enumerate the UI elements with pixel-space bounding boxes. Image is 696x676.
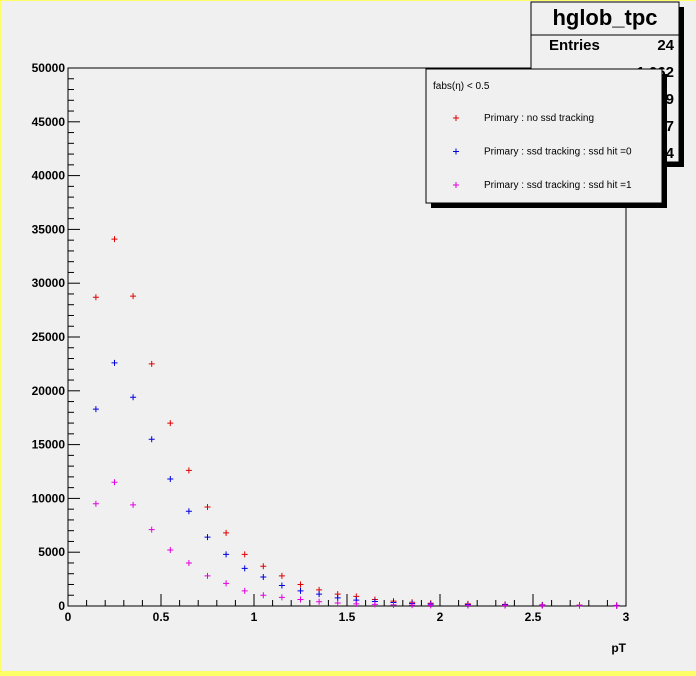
data-point [167,420,174,427]
x-tick-label: 0.5 [153,610,170,624]
data-point [297,581,304,588]
legend-marker [453,148,459,155]
data-point [371,601,378,608]
data-point [185,467,192,474]
data-point [576,602,583,609]
y-tick-label: 5000 [38,545,65,559]
y-tick-label: 30000 [32,276,66,290]
data-point [204,504,211,511]
series-3 [92,479,620,609]
data-point [223,551,230,558]
x-tick-label: 2 [437,610,444,624]
data-point [130,501,137,508]
data-point [297,596,304,603]
legend-header: fabs(η) < 0.5 [433,81,490,92]
data-point [111,479,118,486]
x-axis-title: pT [611,641,626,655]
data-point [278,572,285,579]
stats-value: 7 [666,118,674,135]
data-point [278,594,285,601]
data-point [204,534,211,541]
x-tick-label: 1.5 [339,610,356,624]
stats-value: 24 [657,37,674,54]
data-point [241,551,248,558]
legend-label: Primary : no ssd tracking [484,113,594,124]
y-tick-label: 10000 [32,491,66,505]
data-point [353,600,360,607]
x-tick-label: 3 [623,610,630,624]
data-point [297,587,304,594]
y-tick-label: 45000 [32,115,66,129]
data-point [409,602,416,609]
y-tick-label: 25000 [32,330,66,344]
legend-marker [453,115,459,121]
x-tick-label: 0 [65,610,72,624]
data-point [502,602,509,609]
y-tick-label: 50000 [32,61,66,75]
y-tick-label: 35000 [32,222,66,236]
y-tick-label: 0 [58,599,65,613]
data-point [260,573,267,580]
x-tick-labels: 0 0.5 1 1.5 2 2.5 3 [65,610,630,624]
data-point [334,594,341,601]
data-point [185,508,192,515]
x-tick-label: 1 [251,610,258,624]
data-point [260,563,267,570]
data-point [92,406,99,413]
data-point [260,592,267,599]
data-points [92,236,620,609]
axis-ticks [67,67,627,607]
legend-label: Primary : ssd tracking : ssd hit =1 [484,180,632,191]
data-point [278,582,285,589]
legend: fabs(η) < 0.5 Primary : no ssd trackingP… [425,68,667,208]
data-point [92,500,99,507]
data-point [316,598,323,605]
stats-label: Entries [549,37,600,54]
data-point [241,565,248,572]
data-point [223,529,230,536]
data-point [167,476,174,483]
y-tick-label: 15000 [32,438,66,452]
y-tick-label: 20000 [32,384,66,398]
stats-title: hglob_tpc [552,5,657,30]
data-point [390,601,397,608]
legend-items: Primary : no ssd tracking Primary : ssd t… [453,113,632,191]
data-point [427,602,434,609]
y-tick-labels: 0 5000 10000 15000 20000 25000 30000 35000 40000… [32,61,66,613]
stats-value: 9 [666,91,674,108]
data-point [111,359,118,366]
data-point [148,436,155,443]
legend-marker [453,182,459,188]
y-tick-label: 40000 [32,169,66,183]
stats-value: 4 [666,145,675,162]
data-point [185,559,192,566]
data-point [167,547,174,554]
data-point [111,236,118,243]
data-point [241,587,248,594]
legend-label: Primary : ssd tracking : ssd hit =0 [484,147,632,158]
data-point [148,360,155,367]
data-point [204,572,211,579]
data-point [130,293,137,300]
data-point [613,602,620,609]
data-point [334,599,341,606]
data-point [92,294,99,301]
x-tick-label: 2.5 [525,610,542,624]
data-point [223,580,230,587]
data-point [539,602,546,609]
data-point [316,591,323,598]
data-point [148,526,155,533]
data-point [464,602,471,609]
data-point [130,394,137,401]
